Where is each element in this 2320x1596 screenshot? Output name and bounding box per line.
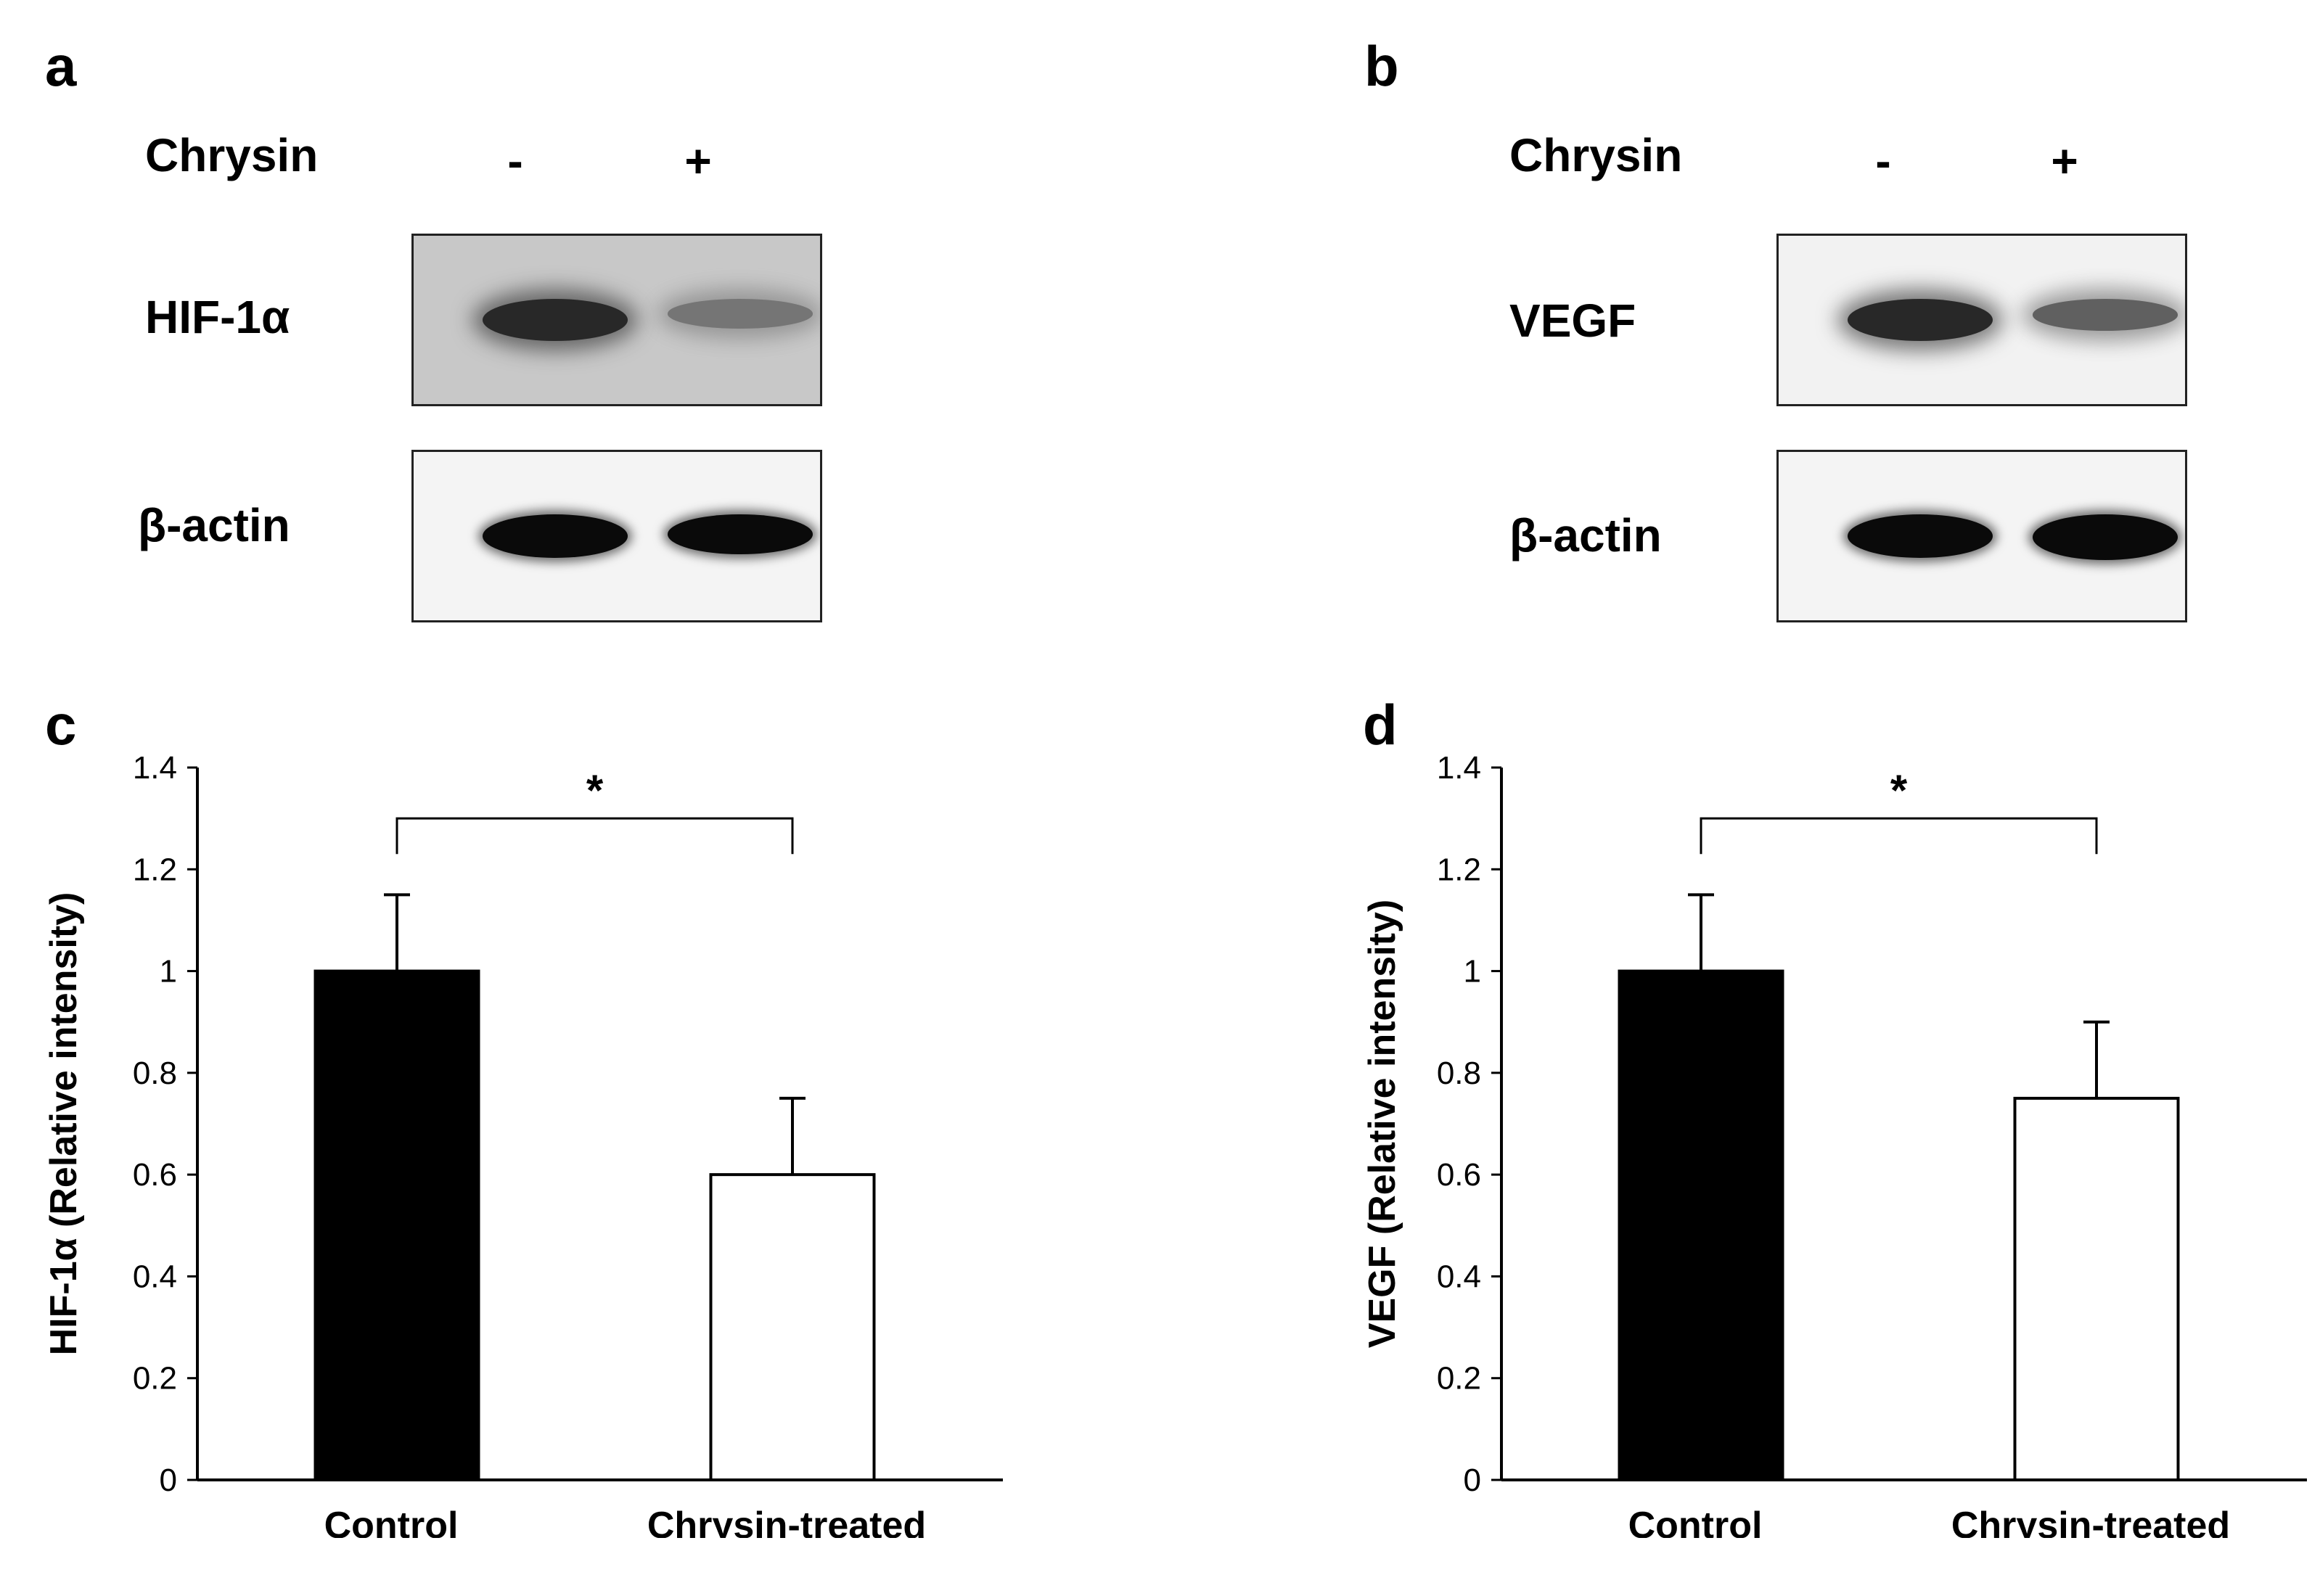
x-tick-label: Chrysin-treated bbox=[1951, 1505, 2230, 1538]
hif1a-band-1 bbox=[483, 299, 628, 341]
actin-a-band-2 bbox=[668, 514, 813, 555]
y-tick-label: 1 bbox=[160, 954, 177, 990]
panel-letter-b: b bbox=[1364, 34, 1399, 98]
y-tick-label: 0 bbox=[1464, 1463, 1481, 1498]
bar-1 bbox=[313, 969, 480, 1482]
blot-a-hif1a bbox=[411, 234, 822, 406]
panel-letter-a: a bbox=[45, 34, 77, 98]
panel-letter-d: d bbox=[1363, 693, 1398, 757]
treatment-label-a: Chrysin bbox=[145, 129, 319, 181]
y-tick-label: 0.2 bbox=[133, 1361, 177, 1396]
lane-minus-b: - bbox=[1875, 135, 1891, 187]
treatment-label-b: Chrysin bbox=[1509, 129, 1683, 181]
bar-2 bbox=[2013, 1096, 2180, 1481]
y-tick-label: 0.4 bbox=[1437, 1259, 1481, 1294]
significance-marker: * bbox=[586, 766, 604, 815]
y-tick-label: 1.2 bbox=[1437, 852, 1481, 887]
lane-plus-a: + bbox=[684, 135, 712, 187]
blot-b-beta-actin bbox=[1776, 450, 2187, 622]
lane-plus-b: + bbox=[2051, 135, 2078, 187]
significance-marker: * bbox=[1890, 766, 1908, 815]
vegf-band-2 bbox=[2033, 299, 2178, 331]
vegf-band-1 bbox=[1848, 299, 1993, 341]
y-tick-label: 0 bbox=[160, 1463, 177, 1498]
y-tick-label: 0.8 bbox=[1437, 1056, 1481, 1091]
loading-label-a: β-actin bbox=[138, 499, 290, 551]
y-tick-label: 0.4 bbox=[133, 1259, 177, 1294]
x-tick-label: Chrysin-treated bbox=[647, 1505, 926, 1538]
y-tick-label: 1.2 bbox=[133, 852, 177, 887]
y-tick-label: 0.8 bbox=[133, 1056, 177, 1091]
target-label-b: VEGF bbox=[1509, 295, 1636, 347]
y-tick-label: 1.4 bbox=[1437, 754, 1481, 786]
actin-b-band-2 bbox=[2033, 514, 2178, 560]
blot-a-beta-actin bbox=[411, 450, 822, 622]
actin-b-band-1 bbox=[1848, 514, 1993, 558]
loading-label-b: β-actin bbox=[1509, 509, 1662, 562]
y-tick-label: 1 bbox=[1464, 954, 1481, 990]
y-axis-label: HIF-1α (Relative intensity) bbox=[43, 892, 85, 1356]
y-axis-label: VEGF (Relative intensity) bbox=[1361, 900, 1403, 1348]
actin-a-band-1 bbox=[483, 514, 628, 558]
bar-2 bbox=[709, 1173, 876, 1482]
y-tick-label: 0.6 bbox=[133, 1157, 177, 1193]
panel-letter-c: c bbox=[45, 693, 77, 757]
significance-bracket bbox=[1700, 817, 2098, 855]
y-tick-label: 0.6 bbox=[1437, 1157, 1481, 1193]
significance-bracket bbox=[395, 817, 794, 855]
y-tick-label: 0.2 bbox=[1437, 1361, 1481, 1396]
bar-1 bbox=[1618, 969, 1784, 1482]
bar-chart-vegf: 0 0.2 0.4 0.6 0.8 1 1.2 1.4 VEGF (Relative inten… bbox=[1361, 754, 2307, 1538]
x-tick-label: Control bbox=[324, 1505, 459, 1538]
blot-b-vegf bbox=[1776, 234, 2187, 406]
target-label-a: HIF-1α bbox=[145, 291, 290, 343]
y-tick-label: 1.4 bbox=[133, 754, 177, 786]
hif1a-band-2 bbox=[668, 299, 813, 329]
bar-chart-hif1a: 0 0.2 0.4 0.6 0.8 1 1.2 1.4 HIF-1α (Relative int… bbox=[43, 754, 1003, 1538]
lane-minus-a: - bbox=[507, 135, 523, 187]
x-tick-label: Control bbox=[1628, 1505, 1763, 1538]
